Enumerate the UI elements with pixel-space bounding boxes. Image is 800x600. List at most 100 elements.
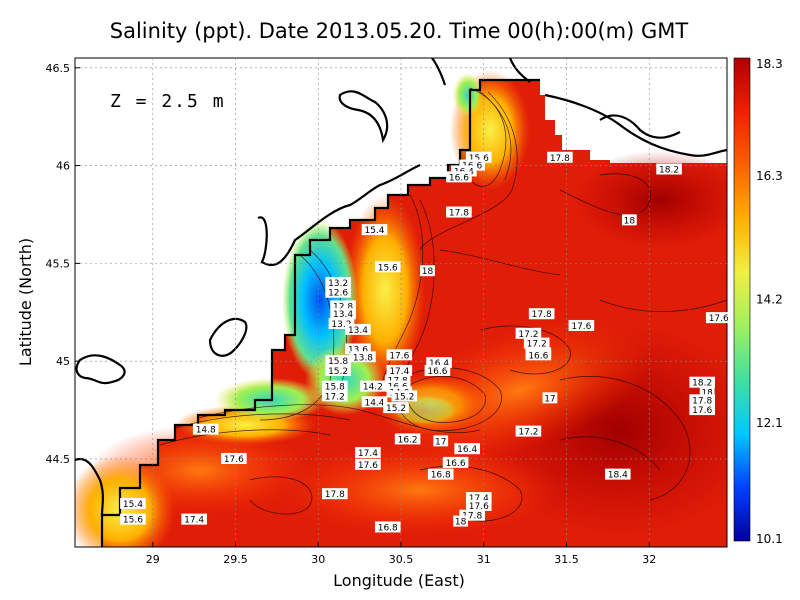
- contour-label-bg: [515, 425, 542, 437]
- contour-label-bg: [568, 319, 595, 331]
- contour-label: 17.6: [705, 312, 732, 324]
- contour-label-text: 15.8: [328, 357, 348, 367]
- contour-label-bg: [621, 214, 637, 226]
- contour-label: 17.6: [221, 452, 247, 465]
- grid-lines: [75, 58, 727, 547]
- contour-label-text: 17.6: [469, 502, 489, 512]
- crimea-inner: [599, 114, 681, 139]
- contour-label-text: 18: [701, 388, 713, 398]
- y-tick-label: 45: [56, 355, 70, 368]
- contour-label-bg: [426, 357, 452, 369]
- contour-label-bg: [446, 171, 472, 183]
- contour-label-text: 17.2: [527, 340, 547, 350]
- contour-label: 16.6: [525, 349, 552, 361]
- contour-label: 14.2: [360, 380, 386, 393]
- contour-label-bg: [361, 396, 388, 408]
- contour-label-text: 15.8: [325, 383, 345, 393]
- contour-label-text: 17.6: [709, 314, 729, 324]
- contour-label: 15.2: [325, 364, 351, 377]
- contour-label: 17.2: [523, 337, 550, 350]
- contour-label-text: 18.2: [692, 379, 712, 389]
- contour-label: 13.6: [345, 343, 371, 355]
- danube-lake: [208, 317, 248, 357]
- colorbar-ticks: 18.3 16.3 14.2 12.1 10.1: [756, 57, 783, 546]
- river-north: [508, 57, 531, 83]
- contour-label-text: 16.6: [446, 459, 466, 469]
- contour-label-text: 17.2: [518, 330, 538, 340]
- contour-label: 17: [433, 435, 449, 447]
- contour-label-bg: [689, 404, 715, 416]
- contour-label: 17.4: [181, 513, 207, 526]
- colorbar: [733, 57, 751, 542]
- contour-label: 15.4: [361, 224, 388, 236]
- contour-label-bg: [459, 159, 485, 171]
- contour-label-bg: [345, 323, 371, 335]
- contour-label: 16.4: [426, 357, 452, 369]
- contour-label-text: 16.6: [449, 173, 469, 183]
- contour-label-text: 13.8: [353, 353, 373, 363]
- contour-label: 17.6: [386, 349, 413, 361]
- contour-label: 15.6: [465, 151, 492, 164]
- contour-label-bg: [459, 509, 485, 521]
- colorbar-tick-label: 18.3: [756, 57, 783, 71]
- contour-label: 17.2: [515, 425, 542, 438]
- contour-label: 17.6: [689, 404, 715, 416]
- contour-label-bg: [453, 515, 468, 527]
- contour-label-bg: [446, 206, 472, 218]
- contour-label-text: 17.4: [389, 367, 409, 377]
- contour-label-bg: [328, 318, 355, 330]
- contour-label-bg: [322, 390, 348, 402]
- contour-label-text: 17.8: [532, 310, 552, 320]
- contour-label-text: 17.2: [325, 392, 345, 402]
- contour-label-bg: [345, 343, 371, 355]
- inland-coast: [257, 164, 421, 267]
- contour-label: 16.6: [446, 171, 472, 183]
- contour-label-text: 17.6: [358, 461, 378, 471]
- coastline: [74, 57, 728, 547]
- contour-label-bg: [394, 433, 421, 445]
- contour-label-bg: [454, 443, 480, 455]
- contour-label-bg: [523, 337, 550, 349]
- contour-label-text: 17.6: [389, 351, 409, 361]
- west-coast: [100, 78, 540, 547]
- contour-label-text: 17.4: [358, 449, 378, 459]
- contour-label-text: 15.2: [394, 392, 414, 402]
- contour-label: 16.4: [454, 443, 480, 455]
- contour-label-bg: [383, 402, 409, 414]
- contour-label-text: 16.2: [398, 435, 418, 445]
- contour-label: 13.2: [325, 276, 351, 289]
- contour-label: 17.8: [528, 308, 555, 320]
- contour-label-bg: [355, 447, 381, 459]
- contour-label-text: 18: [455, 518, 467, 528]
- contour-label-text: 15.6: [123, 516, 143, 526]
- contour-label-bg: [705, 312, 732, 324]
- contour-label: 17.4: [355, 447, 381, 459]
- contour-label-bg: [386, 364, 413, 376]
- colorbar-tick-label: 16.3: [756, 169, 783, 183]
- y-tick-label: 46: [56, 160, 70, 173]
- contour-label-bg: [325, 364, 351, 376]
- y-axis-label: Latitude (North): [16, 238, 35, 366]
- contour-label-bg: [384, 374, 411, 386]
- contour-label-text: 13.2: [331, 320, 351, 330]
- contour-label: 16.2: [394, 433, 421, 445]
- y-tick-label: 44.5: [46, 453, 71, 466]
- colorbar-tick-label: 12.1: [756, 416, 783, 430]
- contour-label-text: 18.4: [608, 471, 628, 481]
- contour-label-bg: [442, 456, 469, 468]
- contour-label: 16.8: [427, 468, 454, 481]
- contour-label-text: 17.6: [692, 406, 712, 416]
- contour-label: 17.8: [459, 509, 485, 522]
- contour-label-text: 15.2: [386, 404, 406, 414]
- blue-delta-core: [282, 220, 358, 380]
- contour-lines: [159, 87, 727, 522]
- contour-label-text: 16.8: [431, 471, 451, 481]
- contour-label: 15.6: [374, 261, 401, 273]
- contour-label-text: 17.8: [692, 396, 712, 406]
- contour-label: 14.8: [192, 423, 219, 436]
- contour-label-text: 17.2: [518, 428, 538, 438]
- contour-label: 18: [699, 386, 715, 398]
- contour-label-text: 15.6: [469, 154, 489, 164]
- contour-label-bg: [427, 468, 454, 480]
